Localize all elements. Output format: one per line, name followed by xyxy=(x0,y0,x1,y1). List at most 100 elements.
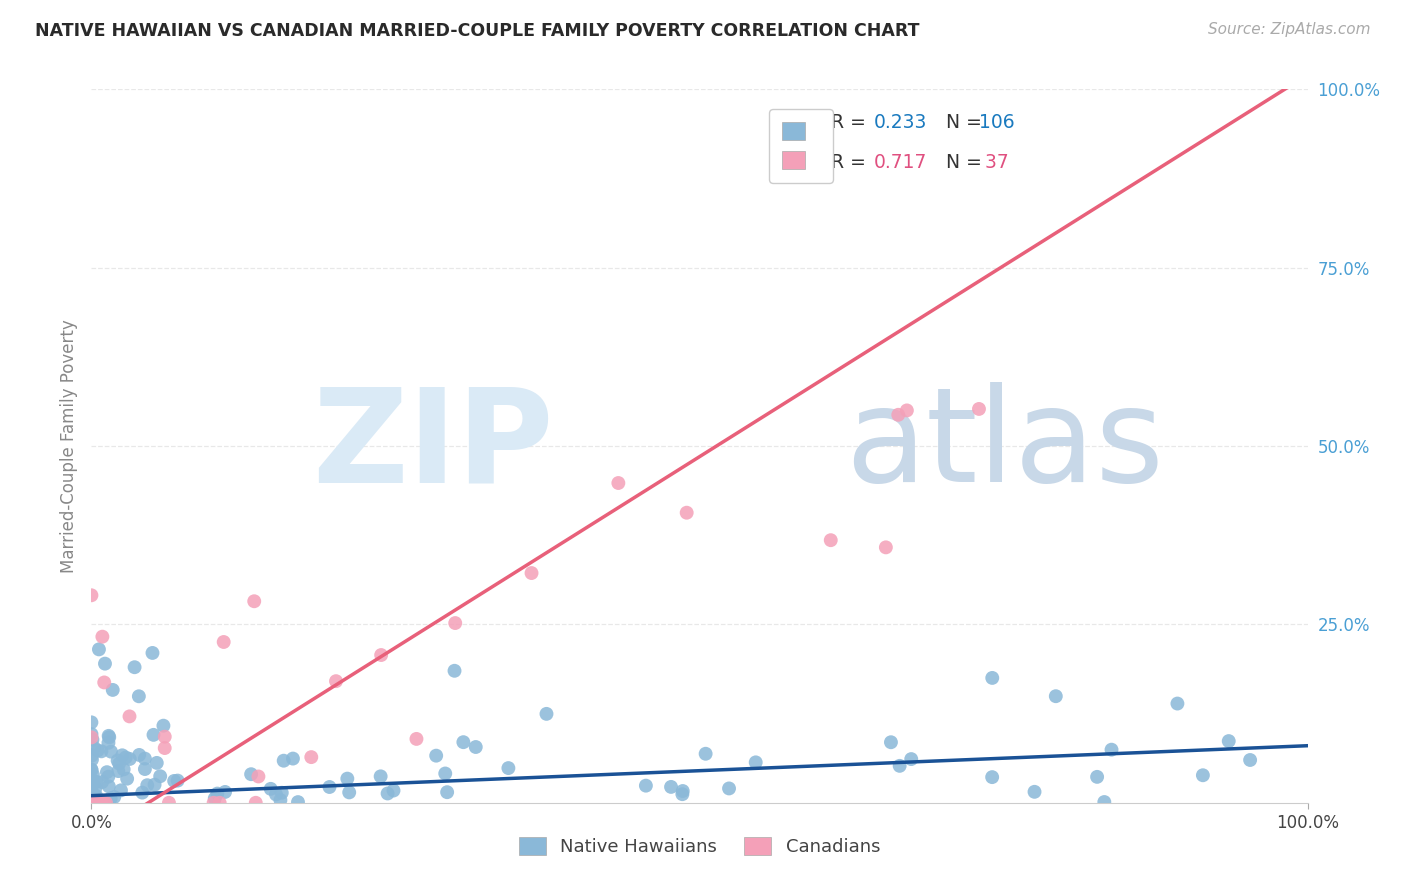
Text: N =: N = xyxy=(934,113,988,132)
Point xyxy=(90,744,112,758)
Point xyxy=(128,690,150,704)
Point xyxy=(149,769,172,783)
Point xyxy=(80,763,103,777)
Point xyxy=(141,646,163,660)
Point xyxy=(118,752,141,766)
Point xyxy=(880,735,903,749)
Text: R =: R = xyxy=(831,113,872,132)
Point xyxy=(202,796,225,810)
Point xyxy=(100,791,122,805)
Point xyxy=(128,747,150,762)
Point xyxy=(1092,795,1115,809)
Point xyxy=(112,763,135,777)
Point xyxy=(82,796,104,810)
Point xyxy=(1024,785,1046,799)
Point xyxy=(607,475,630,490)
Text: 0.233: 0.233 xyxy=(873,113,927,132)
Point xyxy=(204,791,226,805)
Text: R =: R = xyxy=(831,153,872,172)
Point xyxy=(207,787,229,801)
Point xyxy=(260,781,283,796)
Point xyxy=(453,735,475,749)
Point xyxy=(115,772,138,786)
Point xyxy=(675,506,697,520)
Point xyxy=(264,788,287,802)
Text: Source: ZipAtlas.com: Source: ZipAtlas.com xyxy=(1208,22,1371,37)
Point xyxy=(273,754,295,768)
Point xyxy=(89,796,111,810)
Point xyxy=(744,756,766,770)
Text: ZIP: ZIP xyxy=(312,383,554,509)
Point xyxy=(464,739,486,754)
Point xyxy=(659,780,682,794)
Point xyxy=(100,745,122,759)
Point xyxy=(84,789,107,803)
Point xyxy=(1101,742,1123,756)
Point xyxy=(152,719,174,733)
Point xyxy=(1218,734,1240,748)
Point xyxy=(163,773,186,788)
Point xyxy=(94,657,117,671)
Point xyxy=(153,730,176,744)
Point xyxy=(157,796,180,810)
Point xyxy=(83,740,105,755)
Point xyxy=(245,796,267,810)
Point xyxy=(443,664,465,678)
Text: 37: 37 xyxy=(979,153,1010,172)
Point xyxy=(1166,697,1188,711)
Point xyxy=(695,747,717,761)
Point xyxy=(444,615,467,630)
Point xyxy=(436,785,458,799)
Point xyxy=(318,780,340,794)
Point xyxy=(103,789,125,804)
Point xyxy=(325,674,347,689)
Point xyxy=(86,743,108,757)
Point xyxy=(80,588,103,602)
Point xyxy=(634,779,657,793)
Point xyxy=(91,775,114,789)
Point xyxy=(80,748,103,763)
Point xyxy=(887,408,910,422)
Point xyxy=(82,792,104,806)
Point xyxy=(166,773,188,788)
Point xyxy=(124,660,146,674)
Point xyxy=(377,787,399,801)
Point xyxy=(425,748,447,763)
Point xyxy=(434,766,457,780)
Point xyxy=(269,793,291,807)
Point xyxy=(672,784,695,798)
Point xyxy=(80,786,103,800)
Point xyxy=(981,671,1004,685)
Point xyxy=(382,783,405,797)
Point xyxy=(83,796,105,810)
Point xyxy=(208,796,231,810)
Point xyxy=(240,767,263,781)
Point xyxy=(498,761,520,775)
Point xyxy=(80,715,103,730)
Point xyxy=(97,736,120,750)
Point xyxy=(96,765,118,780)
Point xyxy=(1045,689,1067,703)
Point xyxy=(212,635,235,649)
Point xyxy=(80,795,103,809)
Point xyxy=(98,731,121,745)
Point xyxy=(370,648,392,662)
Point xyxy=(97,770,120,784)
Point xyxy=(80,753,103,767)
Point xyxy=(107,764,129,778)
Point xyxy=(134,751,156,765)
Point xyxy=(80,790,103,805)
Point xyxy=(900,752,922,766)
Text: 106: 106 xyxy=(979,113,1015,132)
Point xyxy=(80,763,103,777)
Point xyxy=(93,675,115,690)
Point xyxy=(131,786,153,800)
Point xyxy=(84,796,107,810)
Point xyxy=(270,786,292,800)
Point xyxy=(101,682,124,697)
Point xyxy=(82,773,104,788)
Point xyxy=(136,778,159,792)
Text: NATIVE HAWAIIAN VS CANADIAN MARRIED-COUPLE FAMILY POVERTY CORRELATION CHART: NATIVE HAWAIIAN VS CANADIAN MARRIED-COUP… xyxy=(35,22,920,40)
Point xyxy=(90,796,112,810)
Point xyxy=(153,741,176,756)
